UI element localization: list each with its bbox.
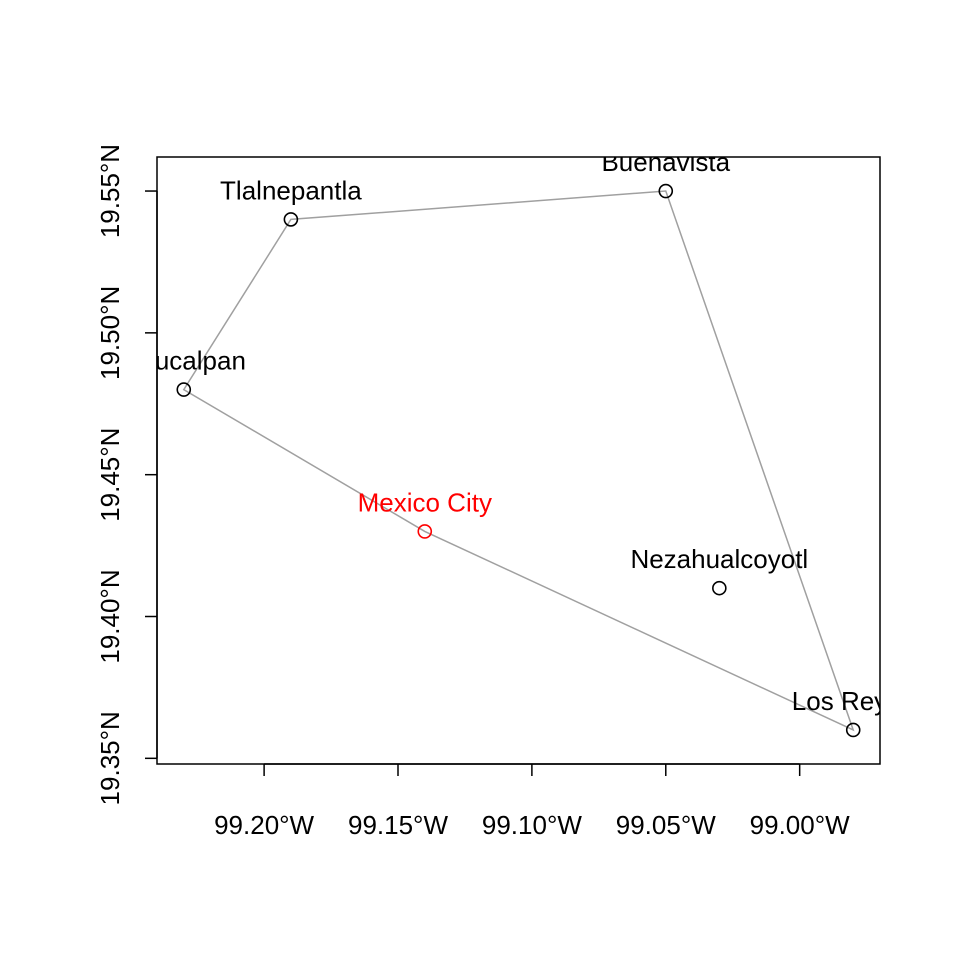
y-tick-label: 19.45°N xyxy=(95,428,125,522)
x-tick-label: 99.10°W xyxy=(482,810,582,840)
city-point xyxy=(283,212,299,227)
city-label: Tlalnepantla xyxy=(220,175,362,205)
y-tick-label: 19.50°N xyxy=(95,286,125,380)
city-point xyxy=(658,183,674,199)
city-label: Mexico City xyxy=(358,487,492,517)
city-point xyxy=(845,722,861,738)
city-label: Los Reyes xyxy=(792,686,915,716)
hull-polygon xyxy=(182,190,855,732)
y-tick-label: 19.40°N xyxy=(95,569,125,663)
city-label: Nezahualcoyotl xyxy=(630,544,808,574)
city-point xyxy=(712,580,727,596)
city-point xyxy=(417,524,433,539)
x-tick-label: 99.15°W xyxy=(348,810,448,840)
plot-box xyxy=(156,156,881,765)
x-tick-label: 99.05°W xyxy=(616,810,716,840)
x-axis: 99.20°W 99.15°W 99.10°W 99.05°W 99.00°W xyxy=(214,763,850,840)
city-label: Buenavista xyxy=(601,147,730,177)
y-tick-label: 19.55°N xyxy=(95,144,125,238)
x-tick-label: 99.00°W xyxy=(750,810,850,840)
plot-area: Naucalpan Tlalnepantla Buenavista Los Reyes… xyxy=(122,147,915,738)
y-axis: 19.35°N 19.40°N 19.45°N 19.50°N 19.55°N xyxy=(95,144,158,805)
city-point xyxy=(176,382,192,397)
x-tick-label: 99.20°W xyxy=(214,810,314,840)
y-tick-label: 19.35°N xyxy=(95,711,125,805)
city-label: Naucalpan xyxy=(122,346,246,376)
